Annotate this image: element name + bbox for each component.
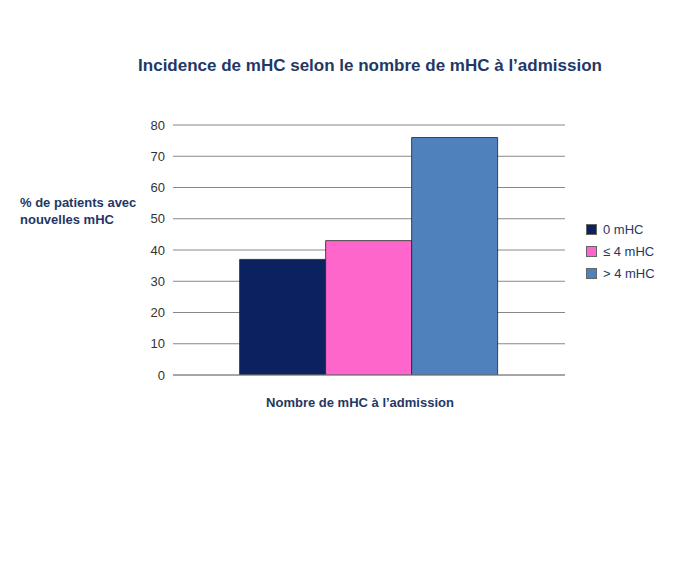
svg-text:70: 70 bbox=[151, 149, 165, 164]
svg-text:0: 0 bbox=[158, 368, 165, 383]
html-text:Incidence de mHC selon le nomb: Incidence de mHC selon le nombre de mHC … bbox=[138, 56, 602, 75]
svg-text:40: 40 bbox=[151, 243, 165, 258]
html-text:Nombre de mHC à l’admission: Nombre de mHC à l’admission bbox=[266, 395, 454, 410]
html-text:% de patients avec nouvelles m: % de patients avec nouvelles mHC bbox=[20, 195, 137, 227]
svg-text:20: 20 bbox=[151, 305, 165, 320]
svg-text:30: 30 bbox=[151, 274, 165, 289]
svg-text:60: 60 bbox=[151, 180, 165, 195]
html-text:> 4 mHC: > 4 mHC bbox=[603, 265, 655, 281]
html-text:0 mHC: 0 mHC bbox=[603, 221, 644, 237]
svg-text:10: 10 bbox=[151, 336, 165, 351]
svg-text:80: 80 bbox=[151, 118, 165, 133]
svg-text:50: 50 bbox=[151, 211, 165, 226]
html-text:≤ 4 mHC: ≤ 4 mHC bbox=[603, 243, 655, 259]
